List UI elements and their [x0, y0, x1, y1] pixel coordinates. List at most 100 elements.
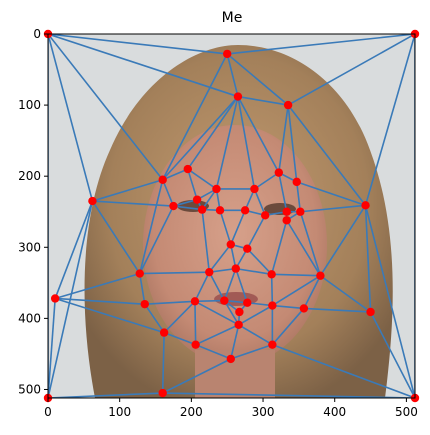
landmark-point [191, 340, 200, 349]
triangulation-edge [253, 171, 280, 190]
triangulation-edge [271, 273, 321, 277]
landmark-point [212, 184, 221, 194]
triangulation-edge [230, 343, 273, 360]
triangulation-edge [48, 34, 94, 202]
triangulation-edge [91, 200, 141, 275]
triangulation-edge [209, 267, 236, 273]
triangulation-edge [278, 104, 289, 173]
landmark-point [233, 92, 243, 101]
triangulation-edge [247, 301, 273, 307]
landmark-point [274, 168, 284, 177]
triangulation-edge [144, 300, 195, 305]
triangulation-edge [194, 300, 240, 326]
triangulation-edge [278, 172, 288, 212]
landmark-point [222, 49, 232, 59]
triangulation-edge [364, 205, 415, 398]
triangulation-edge [226, 53, 289, 106]
landmark-point [159, 328, 169, 337]
triangulation-edge [194, 299, 225, 303]
triangulation-edge [161, 332, 165, 394]
triangulation-edge [92, 200, 174, 207]
landmark-point [234, 320, 243, 329]
triangulation-edge [303, 275, 322, 309]
landmark-point [220, 296, 229, 305]
triangulation-edge [364, 34, 415, 206]
triangulation-edge [195, 324, 240, 346]
landmark-point [215, 206, 225, 215]
landmark-point [366, 307, 375, 317]
triangulation-edge [194, 271, 210, 302]
landmark-point [158, 388, 167, 398]
y-tick-label: 500 [18, 382, 41, 396]
x-tick-label: 100 [108, 405, 131, 419]
x-tick-label: 300 [252, 405, 275, 419]
landmark-point [135, 269, 144, 278]
landmark-point [296, 207, 305, 216]
landmark-point [190, 297, 200, 306]
triangulation-edge [230, 210, 246, 245]
triangulation-edge [238, 304, 273, 326]
landmark-point [243, 244, 252, 253]
landmark-point [292, 177, 301, 187]
triangulation-edge [48, 392, 163, 398]
triangulation-edge [319, 275, 372, 313]
landmark-point [88, 196, 97, 206]
x-tick-label: 0 [44, 405, 52, 419]
landmark-point [226, 354, 235, 364]
triangulation-edge [235, 267, 272, 276]
triangulation-edge [272, 343, 415, 398]
triangulation-edge [139, 271, 210, 275]
x-tick-label: 400 [323, 405, 346, 419]
triangulation-edge [48, 298, 56, 398]
triangulation-edge [138, 179, 164, 274]
triangulation-edge [48, 34, 164, 181]
landmark-point [283, 100, 293, 110]
triangulation-edge [54, 297, 165, 334]
triangulation-edge [55, 297, 145, 305]
landmark-point [226, 240, 235, 249]
triangulation-edge [139, 205, 175, 274]
landmark-point [268, 301, 277, 310]
landmark-point [231, 264, 241, 273]
triangulation-edge [173, 205, 203, 211]
triangulation-edge [54, 272, 140, 300]
triangulation-edge [162, 168, 189, 181]
triangulation-edge [163, 331, 196, 346]
triangulation-edge [299, 211, 322, 276]
y-tick-label: 200 [18, 169, 41, 183]
triangulation-edge [187, 96, 239, 170]
landmark-point [268, 340, 277, 349]
triangulation-edge [48, 34, 239, 98]
landmark-points [43, 29, 420, 403]
triangulation-edge [230, 324, 240, 360]
triangulation-edge [272, 304, 304, 310]
landmark-point [243, 298, 252, 307]
landmark-point [197, 205, 207, 214]
axes-frame [47, 33, 416, 399]
landmark-point [316, 271, 325, 280]
triangulation-edge [237, 95, 289, 106]
triangulation-edge [226, 53, 239, 97]
triangulation-edge [187, 168, 198, 200]
triangulation-edge [286, 219, 322, 277]
y-tick-label: 100 [18, 98, 41, 112]
landmark-point [235, 307, 244, 317]
triangulation-edge [195, 343, 232, 360]
triangulation-edge [201, 209, 211, 273]
triangulation-edge [194, 301, 197, 345]
triangulation-edge [227, 34, 415, 55]
landmark-point [192, 195, 202, 204]
triangulation-edge [208, 271, 226, 301]
triangulation-edge [237, 96, 256, 190]
triangulation-edge [138, 273, 146, 305]
triangulation-edge [296, 181, 366, 207]
triangulation-edge [270, 274, 274, 306]
triangulation-edge [161, 179, 175, 207]
triangulation-edge [364, 205, 372, 313]
triangulation-edge [208, 243, 232, 273]
landmark-point [260, 211, 270, 220]
triangulation-edge [48, 34, 228, 55]
triangulation-edge [163, 300, 196, 334]
landmark-point [240, 206, 250, 215]
